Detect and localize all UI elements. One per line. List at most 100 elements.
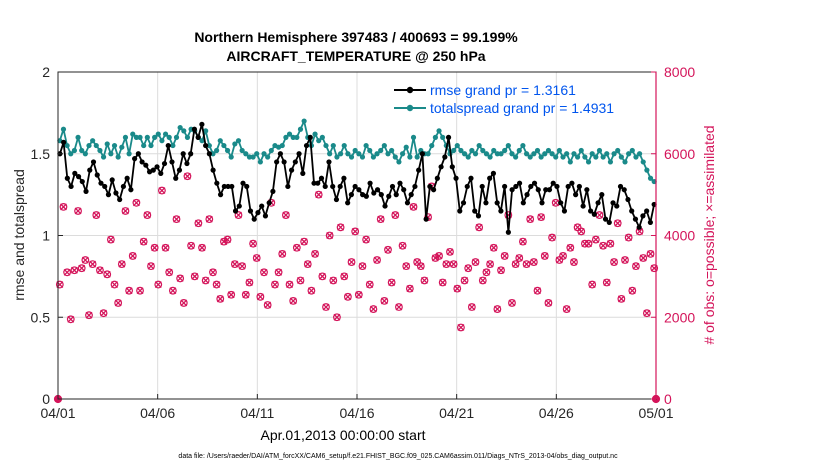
obs-possible-point bbox=[252, 254, 261, 262]
obs-possible-point bbox=[544, 299, 553, 307]
obs-possible-point bbox=[216, 294, 225, 303]
rmse-point bbox=[330, 183, 336, 190]
totalspread-point bbox=[239, 147, 245, 154]
rmse-point bbox=[75, 174, 82, 180]
obs-possible-point bbox=[358, 262, 367, 271]
totalspread-point bbox=[214, 147, 220, 154]
rmse-point bbox=[546, 187, 553, 193]
totalspread-point bbox=[286, 131, 293, 137]
totalspread-point bbox=[399, 151, 406, 157]
rmse-point bbox=[128, 187, 134, 193]
x-tick-label: 04/06 bbox=[140, 405, 175, 421]
totalspread-point bbox=[392, 154, 398, 160]
obs-assimilated-point bbox=[322, 303, 330, 311]
rmse-point bbox=[558, 200, 564, 206]
totalspread-point bbox=[363, 142, 369, 149]
totalspread-point bbox=[294, 134, 300, 140]
obs-possible-point bbox=[110, 280, 119, 289]
totalspread-point bbox=[90, 138, 96, 144]
obs-possible-point bbox=[333, 313, 341, 322]
totalspread-point bbox=[115, 154, 121, 160]
totalspread-point bbox=[341, 142, 347, 149]
rmse-point bbox=[516, 180, 523, 186]
rmse-point bbox=[199, 121, 205, 127]
obs-possible-point bbox=[548, 233, 556, 242]
obs-assimilated-point bbox=[359, 262, 366, 270]
obs-possible-point bbox=[96, 266, 104, 275]
obs-assimilated-point bbox=[399, 242, 407, 250]
obs-possible-point bbox=[606, 239, 615, 248]
rmse-point bbox=[475, 213, 482, 219]
totalspread-point bbox=[290, 134, 296, 140]
totalspread-point bbox=[385, 151, 391, 157]
rmse-point bbox=[457, 208, 463, 214]
rmse-point bbox=[61, 139, 67, 145]
obs-assimilated-point bbox=[435, 252, 443, 260]
rmse-point bbox=[262, 213, 269, 219]
obs-possible-point bbox=[296, 276, 305, 285]
rmse-point bbox=[617, 183, 624, 190]
obs-possible-point bbox=[486, 260, 494, 269]
totalspread-point bbox=[148, 142, 154, 149]
obs-assimilated-point bbox=[60, 203, 67, 211]
obs-possible-point bbox=[303, 260, 312, 269]
totalspread-point bbox=[542, 151, 548, 157]
totalspread-point bbox=[596, 147, 603, 154]
obs-possible-point bbox=[209, 268, 217, 277]
obs-possible-point bbox=[165, 268, 174, 277]
rmse-point bbox=[259, 203, 265, 209]
obs-assimilated-point bbox=[165, 268, 173, 276]
obs-assimilated-point bbox=[242, 291, 250, 299]
obs-possible-point bbox=[613, 219, 622, 228]
obs-possible-point bbox=[537, 213, 546, 222]
rmse-point bbox=[490, 170, 497, 176]
obs-possible-point bbox=[136, 286, 144, 295]
obs-possible-point bbox=[457, 323, 465, 332]
rmse-point bbox=[195, 134, 201, 140]
rmse-point bbox=[90, 159, 97, 165]
obs-possible-point bbox=[591, 235, 600, 244]
obs-assimilated-point bbox=[636, 227, 644, 235]
totalspread-point bbox=[235, 138, 242, 144]
totalspread-point bbox=[100, 154, 107, 160]
totalspread-point bbox=[86, 142, 92, 149]
totalspread-point bbox=[279, 142, 285, 149]
obs-possible-point bbox=[467, 303, 476, 311]
totalspread-point bbox=[607, 159, 614, 165]
rmse-point bbox=[483, 200, 489, 206]
obs-assimilated-point bbox=[523, 260, 531, 268]
totalspread-point bbox=[454, 142, 460, 149]
totalspread-point bbox=[64, 142, 70, 149]
obs-assimilated-point bbox=[70, 266, 78, 274]
obs-assimilated-point bbox=[588, 281, 596, 289]
totalspread-point bbox=[458, 147, 464, 154]
obs-possible-point bbox=[154, 280, 163, 289]
totalspread-point bbox=[389, 147, 395, 154]
obs-assimilated-point bbox=[464, 264, 472, 272]
rmse-point bbox=[311, 180, 317, 186]
totalspread-point bbox=[513, 154, 519, 160]
rmse-point bbox=[191, 126, 198, 132]
obs-possible-point bbox=[307, 286, 316, 295]
totalspread-point bbox=[381, 142, 387, 149]
rmse-point bbox=[318, 175, 325, 181]
rmse-point bbox=[494, 200, 500, 206]
totalspread-point bbox=[68, 151, 74, 157]
rmse-point bbox=[535, 187, 541, 193]
obs-assimilated-point bbox=[96, 266, 104, 274]
obs-possible-point bbox=[103, 270, 112, 279]
obs-assimilated-point bbox=[227, 291, 235, 299]
totalspread-point bbox=[425, 151, 431, 157]
totalspread-point bbox=[611, 151, 617, 157]
rmse-point bbox=[565, 183, 571, 190]
obs-assimilated-point bbox=[151, 244, 159, 252]
totalspread-point bbox=[108, 151, 114, 157]
rmse-point bbox=[569, 180, 575, 186]
obs-possible-point bbox=[351, 227, 360, 236]
totalspread-point bbox=[626, 151, 632, 157]
rmse-point bbox=[356, 187, 362, 193]
totalspread-point bbox=[549, 151, 555, 157]
obs-assimilated-point bbox=[391, 211, 399, 219]
totalspread-point bbox=[593, 154, 599, 160]
obs-assimilated-point bbox=[143, 211, 151, 219]
